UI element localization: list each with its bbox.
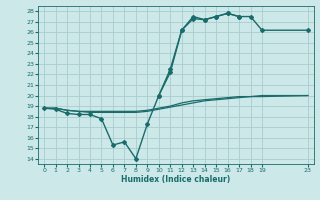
X-axis label: Humidex (Indice chaleur): Humidex (Indice chaleur) bbox=[121, 175, 231, 184]
